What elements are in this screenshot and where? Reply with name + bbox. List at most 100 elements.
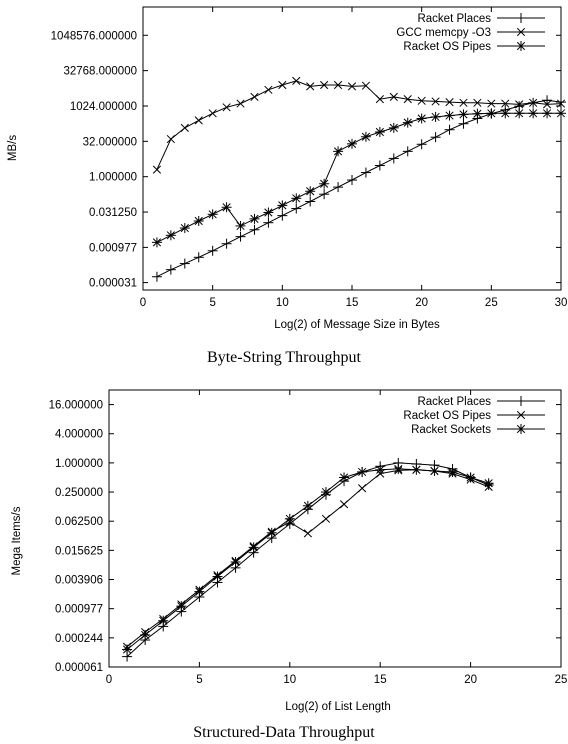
legend-label: GCC memcpy -O3: [396, 27, 491, 39]
data-point: [208, 109, 217, 118]
data-point: [389, 92, 398, 101]
data-point: [302, 500, 313, 511]
data-point: [235, 220, 246, 231]
data-point: [430, 111, 441, 122]
data-point: [556, 99, 566, 108]
data-point: [230, 556, 241, 567]
data-point: [278, 80, 287, 90]
data-point: [249, 213, 260, 224]
data-point: [221, 202, 232, 213]
data-point: [361, 81, 371, 90]
data-point: [207, 209, 218, 220]
data-point: [416, 139, 427, 150]
legend-marker: [516, 396, 526, 406]
y-tick-label: 1.000000: [89, 172, 137, 184]
data-point: [235, 231, 246, 242]
data-point: [501, 99, 510, 108]
y-tick-label: 16.000000: [49, 400, 103, 412]
data-point: [176, 601, 187, 612]
legend-marker: [516, 410, 526, 420]
data-point: [430, 132, 441, 143]
data-point: [194, 116, 203, 125]
legend-label: Racket OS Pipes: [403, 41, 491, 53]
byte-string-throughput-chart: MB/s Log(2) of Message Size in Bytes 0.0…: [7, 6, 567, 331]
data-point: [193, 215, 204, 226]
y-tick-label: 0.250000: [55, 487, 103, 499]
data-point: [236, 99, 245, 108]
data-point: [431, 97, 440, 106]
data-point: [179, 258, 190, 269]
data-point: [500, 108, 511, 119]
legend-marker: [516, 41, 526, 51]
data-point: [292, 76, 301, 85]
data-point: [375, 464, 386, 475]
x-tick-label: 15: [374, 674, 387, 686]
data-point: [305, 196, 316, 207]
data-point: [417, 96, 426, 105]
x-axis-label: Log(2) of List Length: [285, 701, 391, 713]
data-point: [263, 217, 274, 228]
data-point: [221, 238, 232, 249]
series-line-2: [156, 80, 562, 170]
data-point: [333, 182, 344, 193]
data-point: [347, 82, 357, 91]
data-point: [284, 513, 295, 524]
legend-marker: [516, 13, 526, 23]
data-point: [180, 123, 189, 132]
data-point: [514, 108, 525, 119]
data-point: [542, 100, 552, 109]
data-point: [388, 153, 399, 164]
data-point: [360, 167, 371, 178]
data-point: [122, 644, 133, 655]
data-point: [222, 103, 231, 112]
data-point: [402, 117, 413, 128]
data-point: [166, 134, 175, 144]
data-point: [319, 178, 330, 189]
data-point: [542, 95, 553, 106]
data-point: [165, 230, 176, 241]
series-line-3: [156, 112, 561, 243]
data-point: [263, 207, 274, 218]
y-tick-label: 0.015625: [55, 545, 103, 557]
y-tick-label: 0.000244: [55, 633, 104, 645]
legend-label: Racket Places: [417, 396, 491, 408]
data-point: [375, 95, 384, 104]
data-point: [212, 571, 223, 582]
x-tick-label: 5: [196, 674, 202, 686]
data-point: [333, 146, 344, 157]
data-point: [374, 160, 385, 171]
data-point: [416, 113, 427, 124]
data-point: [411, 464, 422, 475]
y-tick-label: 0.003906: [55, 575, 103, 587]
data-point: [487, 99, 496, 108]
data-point: [473, 98, 482, 107]
y-tick-label: 1048576.000000: [51, 30, 137, 42]
x-tick-label: 15: [346, 297, 359, 309]
data-point: [347, 138, 357, 149]
y-tick-label: 32.000000: [83, 136, 137, 148]
x-tick-label: 0: [106, 674, 112, 686]
legend-label: Racket OS Pipes: [403, 410, 491, 422]
data-point: [194, 586, 205, 597]
data-point: [429, 466, 440, 477]
data-point: [152, 165, 162, 174]
data-point: [193, 252, 204, 263]
legend-marker: [516, 424, 526, 434]
data-point: [483, 478, 494, 489]
data-point: [360, 131, 371, 142]
y-tick-label: 1.000000: [55, 458, 103, 470]
data-point: [158, 615, 169, 626]
data-point: [445, 97, 454, 107]
data-point: [291, 203, 302, 214]
data-point: [321, 514, 331, 523]
data-point: [388, 122, 399, 133]
x-tick-label: 25: [555, 674, 568, 686]
data-point: [151, 237, 162, 248]
x-tick-label: 20: [415, 297, 428, 309]
y-tick-label: 0.062500: [55, 516, 103, 528]
y-axis-label: MB/s: [7, 135, 19, 161]
data-point: [515, 100, 524, 109]
data-point: [542, 108, 553, 119]
legend-label: Racket Sockets: [411, 424, 491, 436]
data-point: [339, 472, 350, 483]
